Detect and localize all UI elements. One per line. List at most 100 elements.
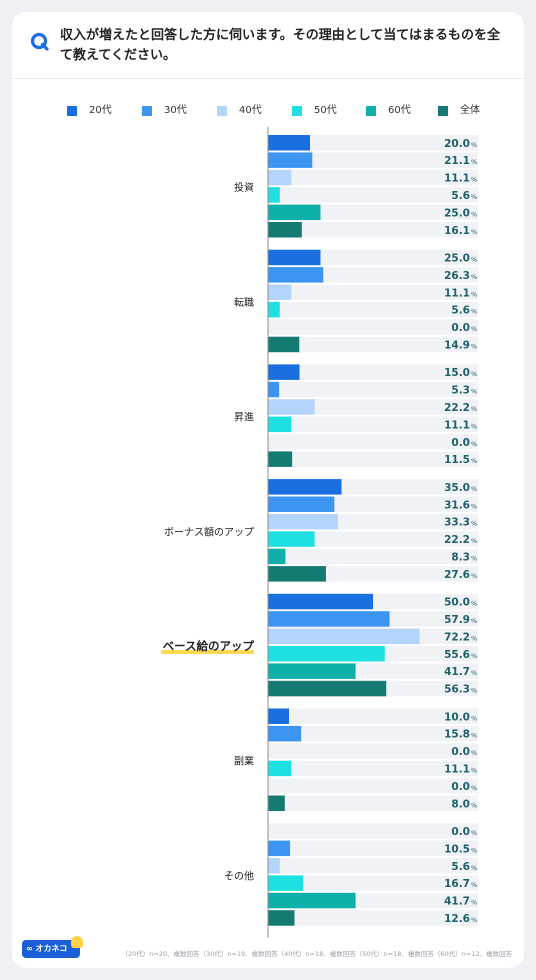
- legend-swatch: [67, 106, 77, 116]
- bar: [268, 204, 321, 221]
- category-label: 投資: [234, 181, 254, 194]
- category-group: 35.0 %31.6 %33.3 %22.2 %8.3 %27.6 %ボーナス額のアップ: [164, 479, 478, 582]
- bar-track: [268, 795, 478, 811]
- bar-track: [268, 858, 478, 874]
- bar: [268, 399, 315, 415]
- data-label: 0.0: [451, 437, 470, 449]
- data-label: 11.1: [444, 287, 470, 299]
- unit-label: %: [471, 634, 477, 642]
- okaneko-logo: ∞ オカネコ: [22, 936, 83, 958]
- data-label: 56.3: [444, 684, 470, 696]
- data-label: 35.0: [444, 482, 470, 494]
- unit-label: %: [471, 749, 477, 757]
- bar: [268, 222, 302, 238]
- unit-label: %: [471, 846, 477, 854]
- unit-label: %: [471, 141, 477, 149]
- category-label: ベース給のアップ: [163, 639, 255, 653]
- unit-label: %: [471, 652, 477, 660]
- category-group: 10.0 %15.8 %0.0 %11.1 %0.0 %8.0 %副業: [234, 708, 478, 811]
- bar-track: [268, 336, 478, 353]
- data-label: 16.1: [444, 225, 470, 237]
- bar-track: [268, 778, 478, 794]
- bar: [268, 858, 280, 874]
- bar: [268, 875, 304, 891]
- bar: [268, 364, 300, 380]
- data-label: 14.9: [444, 339, 470, 351]
- category-label: ボーナス額のアップ: [164, 525, 254, 538]
- data-label: 25.0: [444, 207, 470, 219]
- unit-label: %: [471, 176, 477, 184]
- category-label: 昇進: [234, 412, 254, 424]
- bar: [268, 479, 342, 495]
- data-label: 31.6: [444, 499, 470, 511]
- bar-track: [268, 840, 478, 857]
- data-label: 27.6: [444, 569, 470, 581]
- bar: [268, 152, 313, 168]
- data-label: 20.0: [444, 138, 470, 150]
- data-label: 5.6: [451, 190, 470, 202]
- bar-track: [268, 152, 478, 168]
- unit-label: %: [471, 784, 477, 792]
- unit-label: %: [471, 193, 477, 201]
- unit-label: %: [471, 158, 477, 166]
- category-label: その他: [224, 869, 254, 882]
- bar: [268, 284, 292, 300]
- bar: [268, 795, 285, 811]
- bar-track: [268, 169, 478, 186]
- bar-track: [268, 875, 478, 891]
- bar: [268, 531, 315, 547]
- data-label: 5.6: [451, 861, 470, 873]
- data-label: 11.5: [444, 454, 470, 466]
- bar-track: [268, 760, 478, 777]
- data-label: 11.1: [444, 173, 470, 185]
- bar: [268, 548, 286, 565]
- data-label: 55.6: [444, 649, 470, 661]
- data-label: 5.6: [451, 305, 470, 317]
- unit-label: %: [471, 617, 477, 625]
- data-label: 50.0: [444, 597, 470, 609]
- bar: [268, 249, 321, 266]
- legend-label: 全体: [460, 105, 480, 116]
- category-group: 25.0 %26.3 %11.1 %5.6 %0.0 %14.9 %転職: [234, 249, 478, 353]
- bar: [268, 593, 373, 610]
- legend-swatch: [292, 106, 302, 116]
- data-label: 16.7: [444, 878, 470, 890]
- unit-label: %: [471, 290, 477, 298]
- logo-text: ∞ オカネコ: [26, 944, 68, 953]
- data-label: 72.2: [444, 631, 470, 643]
- bar: [268, 267, 324, 283]
- data-label: 33.3: [444, 517, 470, 529]
- bar-track: [268, 135, 478, 151]
- unit-label: %: [471, 255, 477, 263]
- bar: [268, 910, 295, 926]
- bar-track: [268, 548, 478, 565]
- bar: [268, 566, 326, 582]
- unit-label: %: [471, 502, 477, 510]
- data-label: 15.8: [444, 729, 470, 741]
- data-label: 15.0: [444, 367, 470, 379]
- unit-label: %: [471, 801, 477, 809]
- unit-label: %: [471, 881, 477, 889]
- bar-track: [268, 381, 478, 398]
- unit-label: %: [471, 669, 477, 677]
- data-label: 11.1: [444, 763, 470, 775]
- category-group: 50.0 %57.9 %72.2 %55.6 %41.7 %56.3 %ベース給のアップ: [161, 593, 478, 697]
- bar: [268, 336, 300, 353]
- bar: [268, 725, 302, 742]
- bar: [268, 513, 338, 530]
- category-label: 転職: [234, 297, 254, 309]
- data-label: 5.3: [451, 385, 470, 397]
- data-label: 0.0: [451, 781, 470, 793]
- data-label: 0.0: [451, 322, 470, 334]
- data-label: 22.2: [444, 402, 470, 414]
- unit-label: %: [471, 899, 477, 907]
- unit-label: %: [471, 405, 477, 413]
- unit-label: %: [471, 916, 477, 924]
- data-label: 0.0: [451, 746, 470, 758]
- data-label: 0.0: [451, 826, 470, 838]
- category-group: 15.0 %5.3 %22.2 %11.1 %0.0 %11.5 %昇進: [234, 364, 478, 467]
- unit-label: %: [471, 370, 477, 378]
- bar: [268, 187, 280, 203]
- bar: [268, 708, 289, 724]
